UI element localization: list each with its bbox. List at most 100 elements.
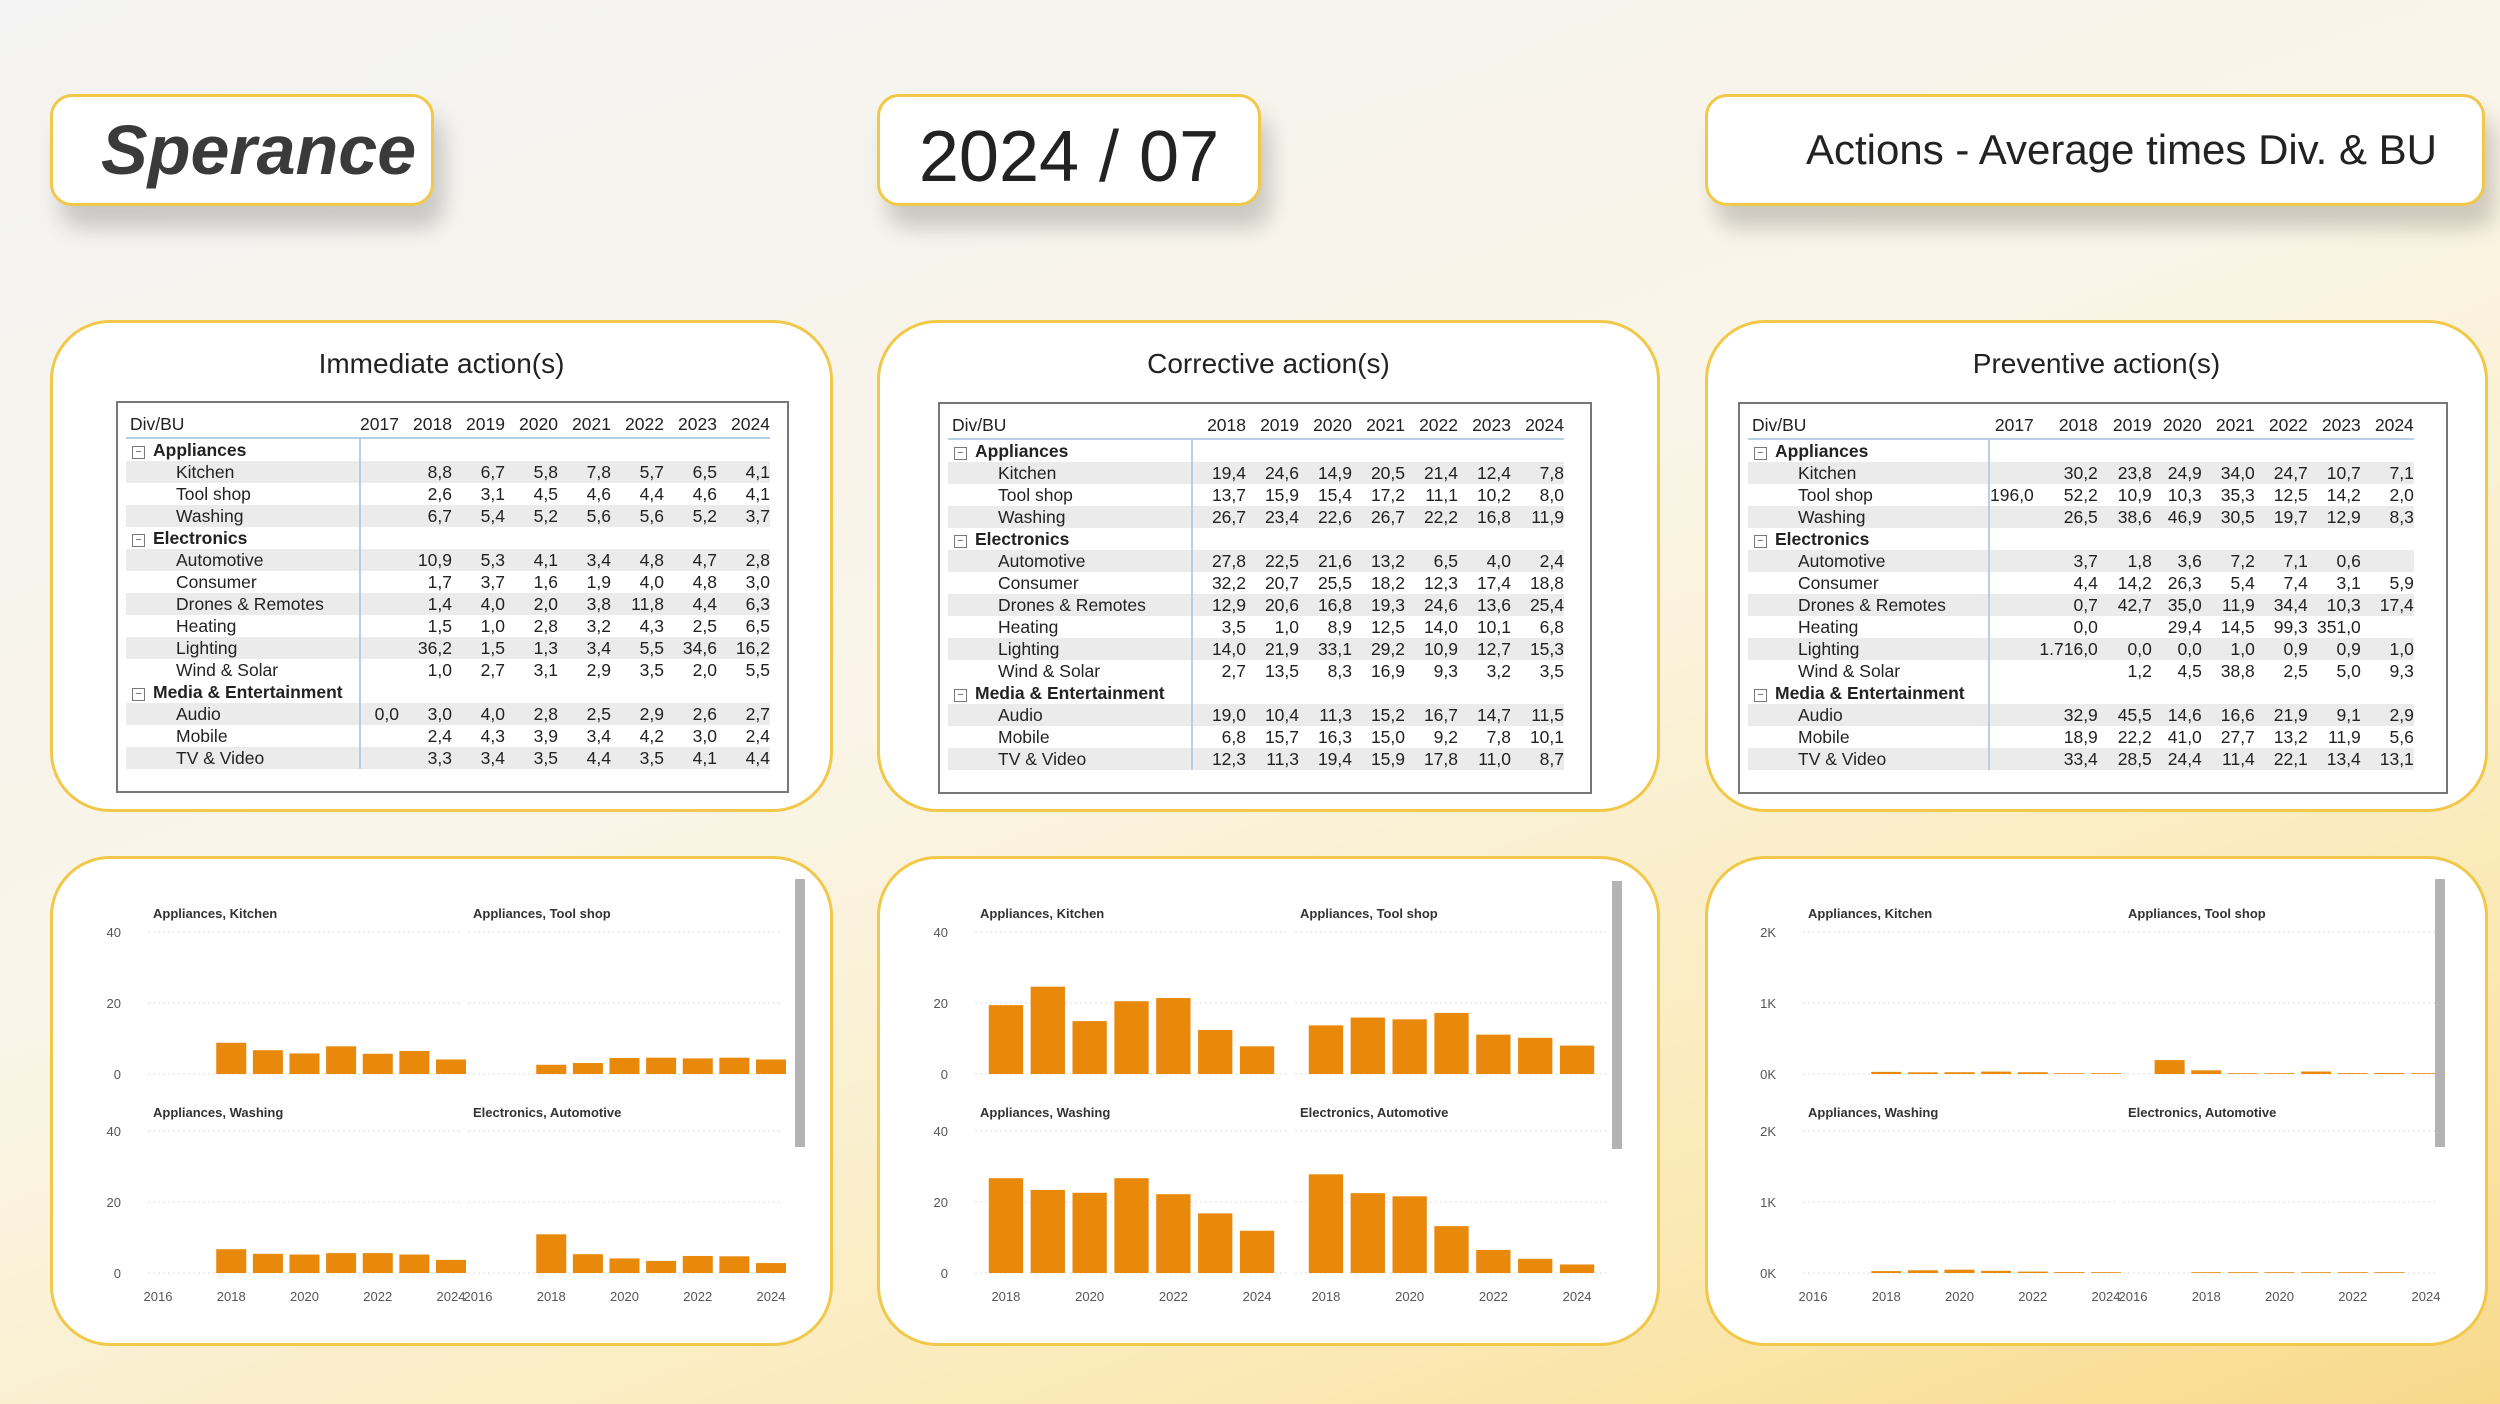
- matrix-header-year[interactable]: 2023: [2307, 412, 2361, 440]
- bar[interactable]: [326, 1253, 357, 1273]
- bar[interactable]: [2017, 1072, 2048, 1074]
- matrix-header-year[interactable]: 2020: [504, 411, 558, 439]
- matrix-row[interactable]: Kitchen 19,4 24,6 14,9 20,5 21,4 12,4 7,8: [948, 462, 1564, 484]
- bar[interactable]: [2264, 1272, 2295, 1273]
- bar[interactable]: [2090, 1073, 2122, 1074]
- matrix-header-year[interactable]: 2022: [2254, 412, 2308, 440]
- matrix-group-row[interactable]: − Media & Entertainment: [1748, 682, 2414, 704]
- bar[interactable]: [435, 1259, 467, 1273]
- bar[interactable]: [719, 1057, 750, 1074]
- matrix-row[interactable]: Wind & Solar 1,2 4,5 38,8 2,5 5,0 9,3: [1748, 660, 2414, 682]
- chart-scrollbar[interactable]: [2435, 879, 2445, 1147]
- bar[interactable]: [289, 1254, 320, 1273]
- bar[interactable]: [216, 1249, 247, 1273]
- matrix-row[interactable]: Lighting 1.716,0 0,0 0,0 1,0 0,9 0,9 1,0: [1748, 638, 2414, 660]
- bar[interactable]: [1518, 1037, 1553, 1074]
- bar[interactable]: [2374, 1072, 2405, 1074]
- collapse-icon[interactable]: −: [1754, 535, 1767, 548]
- bar[interactable]: [1308, 1174, 1344, 1273]
- matrix-row[interactable]: Automotive 27,8 22,5 21,6 13,2 6,5 4,0 2,4: [948, 550, 1564, 572]
- matrix-header-year[interactable]: 2018: [398, 411, 452, 439]
- bar[interactable]: [1907, 1270, 1938, 1273]
- bar[interactable]: [2154, 1060, 2185, 1074]
- matrix-header-year[interactable]: 2018: [1192, 412, 1246, 440]
- matrix-header-year[interactable]: 2018: [2033, 412, 2098, 440]
- bar[interactable]: [1907, 1072, 1938, 1074]
- bar[interactable]: [755, 1263, 787, 1273]
- bar[interactable]: [1239, 1046, 1275, 1074]
- matrix-row[interactable]: TV & Video 33,4 28,5 24,4 11,4 22,1 13,4 13,1: [1748, 748, 2414, 770]
- matrix-header-divbu[interactable]: Div/BU: [1748, 412, 1989, 440]
- matrix-header-year[interactable]: 2022: [610, 411, 664, 439]
- bar[interactable]: [252, 1253, 283, 1273]
- bar[interactable]: [1114, 1001, 1149, 1074]
- matrix-group-row[interactable]: − Appliances: [126, 438, 770, 461]
- collapse-icon[interactable]: −: [954, 689, 967, 702]
- matrix-row[interactable]: Washing 6,7 5,4 5,2 5,6 5,6 5,2 3,7: [126, 505, 770, 527]
- matrix-row[interactable]: Tool shop 2,6 3,1 4,5 4,6 4,4 4,6 4,1: [126, 483, 770, 505]
- bar[interactable]: [1156, 1194, 1191, 1273]
- matrix-row[interactable]: Audio 19,0 10,4 11,3 15,2 16,7 14,7 11,5: [948, 704, 1564, 726]
- matrix-row[interactable]: TV & Video 3,3 3,4 3,5 4,4 3,5 4,1 4,4: [126, 747, 770, 769]
- matrix-row[interactable]: Washing 26,5 38,6 46,9 30,5 19,7 12,9 8,3: [1748, 506, 2414, 528]
- bar[interactable]: [719, 1256, 750, 1273]
- bar[interactable]: [1981, 1270, 2012, 1273]
- matrix-header-year[interactable]: 2019: [1246, 412, 1299, 440]
- matrix-group-row[interactable]: − Media & Entertainment: [126, 681, 770, 703]
- bar[interactable]: [435, 1059, 467, 1074]
- bar[interactable]: [1518, 1258, 1553, 1273]
- matrix-row[interactable]: Mobile 2,4 4,3 3,9 3,4 4,2 3,0 2,4: [126, 725, 770, 747]
- bar[interactable]: [1944, 1072, 1975, 1074]
- matrix-row[interactable]: Automotive 3,7 1,8 3,6 7,2 7,1 0,6: [1748, 550, 2414, 572]
- matrix-row[interactable]: Mobile 6,8 15,7 16,3 15,0 9,2 7,8 10,1: [948, 726, 1564, 748]
- bar[interactable]: [1198, 1213, 1233, 1273]
- bar[interactable]: [2337, 1073, 2368, 1074]
- bar[interactable]: [1392, 1019, 1427, 1074]
- matrix-header-year[interactable]: 2022: [1405, 412, 1458, 440]
- bar[interactable]: [682, 1058, 713, 1074]
- collapse-icon[interactable]: −: [132, 534, 145, 547]
- collapse-icon[interactable]: −: [954, 447, 967, 460]
- matrix-header-year[interactable]: 2017: [360, 411, 399, 439]
- bar[interactable]: [646, 1260, 677, 1273]
- bar[interactable]: [2374, 1272, 2405, 1273]
- matrix-header-year[interactable]: 2024: [716, 411, 770, 439]
- bar[interactable]: [1392, 1196, 1427, 1273]
- bar[interactable]: [646, 1057, 677, 1074]
- bar[interactable]: [1072, 1021, 1107, 1074]
- collapse-icon[interactable]: −: [132, 446, 145, 459]
- bar[interactable]: [1476, 1249, 1511, 1273]
- matrix-row[interactable]: Tool shop 196,0 52,2 10,9 10,3 35,3 12,5 14,2 2,…: [1748, 484, 2414, 506]
- bar[interactable]: [1198, 1029, 1233, 1074]
- bar[interactable]: [1030, 986, 1065, 1074]
- matrix-row[interactable]: TV & Video 12,3 11,3 19,4 15,9 17,8 11,0 8,7: [948, 748, 1564, 770]
- bar[interactable]: [216, 1042, 247, 1074]
- bar[interactable]: [1434, 1012, 1469, 1074]
- matrix-row[interactable]: Drones & Remotes 0,7 42,7 35,0 11,9 34,4 10,3 1…: [1748, 594, 2414, 616]
- bar[interactable]: [1072, 1192, 1107, 1273]
- matrix-header-year[interactable]: 2021: [557, 411, 611, 439]
- bar[interactable]: [2191, 1272, 2222, 1273]
- matrix-header-year[interactable]: 2024: [1511, 412, 1564, 440]
- matrix-row[interactable]: Tool shop 13,7 15,9 15,4 17,2 11,1 10,2 8,0: [948, 484, 1564, 506]
- bar[interactable]: [1350, 1017, 1385, 1074]
- bar[interactable]: [988, 1178, 1024, 1273]
- bar[interactable]: [572, 1254, 603, 1273]
- bar[interactable]: [2264, 1073, 2295, 1074]
- matrix-row[interactable]: Mobile 18,9 22,2 41,0 27,7 13,2 11,9 5,6: [1748, 726, 2414, 748]
- collapse-icon[interactable]: −: [1754, 689, 1767, 702]
- chart-scrollbar[interactable]: [795, 879, 805, 1147]
- bar[interactable]: [755, 1059, 787, 1074]
- matrix-row[interactable]: Audio 0,0 3,0 4,0 2,8 2,5 2,9 2,6 2,7: [126, 703, 770, 725]
- matrix-row[interactable]: Drones & Remotes 12,9 20,6 16,8 19,3 24,6 13,6…: [948, 594, 1564, 616]
- bar[interactable]: [289, 1053, 320, 1074]
- bar[interactable]: [1944, 1269, 1975, 1273]
- bar[interactable]: [1476, 1034, 1511, 1074]
- bar[interactable]: [399, 1050, 430, 1074]
- bar[interactable]: [572, 1062, 603, 1074]
- matrix-row[interactable]: Consumer 4,4 14,2 26,3 5,4 7,4 3,1 5,9: [1748, 572, 2414, 594]
- bar[interactable]: [2191, 1070, 2222, 1074]
- matrix-group-row[interactable]: − Electronics: [1748, 528, 2414, 550]
- matrix-group-row[interactable]: − Electronics: [948, 528, 1564, 550]
- matrix-row[interactable]: Audio 32,9 45,5 14,6 16,6 21,9 9,1 2,9: [1748, 704, 2414, 726]
